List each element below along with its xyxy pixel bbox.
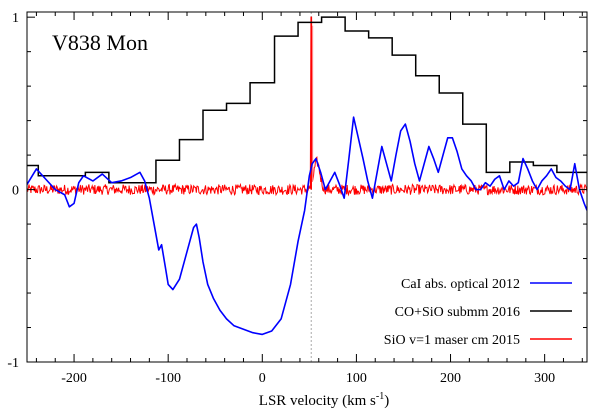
chart-title: V838 Mon bbox=[52, 30, 148, 55]
series-cai-absorption-line bbox=[27, 116, 587, 336]
x-tick-label: -200 bbox=[61, 371, 87, 386]
x-tick-label: -100 bbox=[155, 371, 181, 386]
legend-label: CO+SiO submm 2016 bbox=[395, 305, 520, 320]
plot-area bbox=[27, 12, 587, 362]
x-tick-label: 0 bbox=[259, 371, 266, 386]
x-tick-label: 200 bbox=[440, 371, 461, 386]
y-tick-label: 0 bbox=[12, 184, 19, 199]
legend-label: CaI abs. optical 2012 bbox=[401, 277, 520, 292]
legend-label: SiO v=1 maser cm 2015 bbox=[384, 333, 520, 348]
legend: CaI abs. optical 2012 CO+SiO submm 2016 Si… bbox=[384, 277, 572, 348]
x-tick-label: 100 bbox=[346, 371, 367, 386]
x-tick-label: 300 bbox=[534, 371, 555, 386]
plot-frame bbox=[26, 11, 588, 363]
y-tick-label: -1 bbox=[7, 356, 19, 371]
series-co-sio-step bbox=[27, 16, 587, 184]
y-tick-label: 1 bbox=[12, 11, 19, 26]
x-axis-label: LSR velocity (km s-1) bbox=[259, 391, 389, 409]
